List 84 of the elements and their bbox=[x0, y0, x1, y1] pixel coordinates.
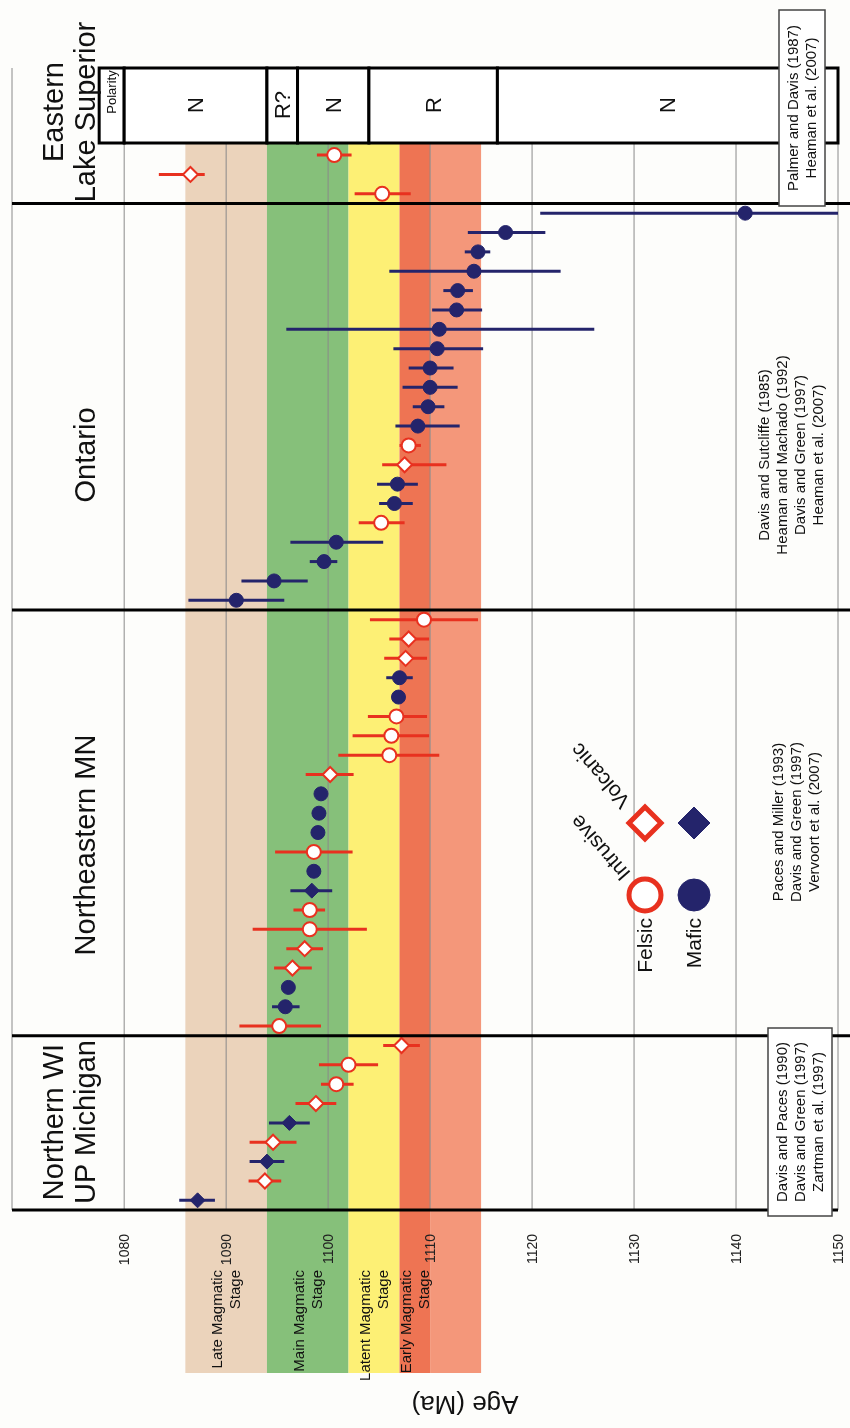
annotation: Eastern Lake Superior bbox=[37, 21, 102, 203]
point bbox=[307, 1095, 325, 1113]
x-tick-label: 1130 bbox=[625, 1233, 642, 1265]
point bbox=[340, 1056, 357, 1073]
point bbox=[389, 476, 405, 492]
annotation: Felsic bbox=[633, 918, 657, 973]
point bbox=[303, 882, 320, 899]
point bbox=[397, 649, 415, 667]
point bbox=[311, 805, 327, 821]
band-label: Main Magmatic Stage bbox=[289, 1269, 325, 1372]
point bbox=[181, 165, 199, 183]
point bbox=[321, 765, 339, 783]
point bbox=[306, 863, 322, 879]
band-label: R bbox=[420, 97, 446, 113]
point bbox=[498, 225, 514, 241]
point bbox=[381, 747, 398, 764]
x-tick-label: 1140 bbox=[727, 1233, 744, 1265]
point bbox=[392, 670, 408, 686]
point bbox=[400, 437, 417, 454]
point bbox=[256, 1172, 274, 1190]
point bbox=[415, 611, 432, 628]
point bbox=[466, 263, 482, 279]
point bbox=[422, 379, 438, 395]
point bbox=[189, 1192, 206, 1209]
point bbox=[373, 514, 390, 531]
annotation: Northern WI UP Michigan bbox=[37, 1040, 102, 1204]
point bbox=[310, 825, 326, 841]
x-tick-label: 1150 bbox=[829, 1233, 846, 1265]
band-label: N bbox=[320, 97, 346, 113]
point bbox=[326, 147, 343, 164]
point bbox=[283, 959, 301, 977]
annotation: Mafic bbox=[682, 918, 706, 969]
point bbox=[420, 399, 436, 415]
point bbox=[431, 321, 447, 337]
annotation: Polarity bbox=[104, 69, 120, 114]
band-label: R? bbox=[269, 90, 295, 120]
band-label: N bbox=[655, 97, 681, 113]
x-tick-label: 1100 bbox=[320, 1233, 337, 1265]
x-tick-label: 1080 bbox=[116, 1233, 133, 1266]
point bbox=[328, 534, 344, 550]
point bbox=[277, 999, 293, 1015]
point bbox=[737, 205, 753, 221]
point bbox=[301, 921, 318, 938]
point bbox=[396, 456, 414, 474]
point bbox=[383, 727, 400, 744]
point bbox=[388, 708, 405, 725]
point bbox=[313, 786, 329, 802]
point bbox=[410, 418, 426, 434]
band-label: Late Magmatic Stage bbox=[208, 1269, 244, 1369]
point bbox=[374, 185, 391, 202]
point bbox=[470, 244, 486, 260]
point bbox=[301, 901, 318, 918]
x-tick-label: 1090 bbox=[218, 1233, 235, 1266]
point bbox=[316, 554, 332, 570]
point bbox=[386, 496, 402, 512]
x-tick-label: 1110 bbox=[422, 1233, 438, 1264]
point bbox=[390, 689, 406, 705]
point bbox=[281, 1114, 298, 1131]
x-tick-label: 1120 bbox=[523, 1233, 540, 1265]
annotation: Ontario bbox=[69, 407, 102, 503]
annotation: Paces and Miller (1993) Davis and Green (1997) Vervoort et al. (2007) bbox=[769, 741, 823, 903]
band-label: N bbox=[183, 97, 209, 113]
point bbox=[450, 283, 466, 299]
point bbox=[400, 630, 418, 648]
point bbox=[271, 1018, 288, 1035]
point bbox=[280, 979, 296, 995]
point bbox=[393, 1036, 411, 1054]
point bbox=[449, 302, 465, 318]
point bbox=[328, 1076, 345, 1093]
point bbox=[228, 592, 244, 608]
annotation: Davis and Paces (1990) Davis and Green (1997) Zartman et al. (1997) bbox=[773, 1041, 827, 1203]
point bbox=[422, 360, 438, 376]
annotation: Northeastern MN bbox=[69, 734, 102, 956]
annotation: Davis and Sutcliffe (1985) Heaman and Machado (1992) Davis and Green (1997) Heaman et al. (2007) bbox=[755, 355, 827, 555]
x-axis-title: Age (Ma) bbox=[411, 1389, 519, 1420]
point bbox=[264, 1133, 282, 1151]
band-label: Latent Magmatic Stage bbox=[356, 1269, 392, 1381]
point bbox=[305, 843, 322, 860]
point bbox=[266, 573, 282, 589]
point bbox=[258, 1153, 275, 1170]
annotation: Palmer and Davis (1987) Heaman et al. (2007) bbox=[784, 25, 820, 191]
point bbox=[296, 940, 314, 958]
band-label: Early Magmatic Stage bbox=[397, 1269, 433, 1374]
point bbox=[429, 341, 445, 357]
